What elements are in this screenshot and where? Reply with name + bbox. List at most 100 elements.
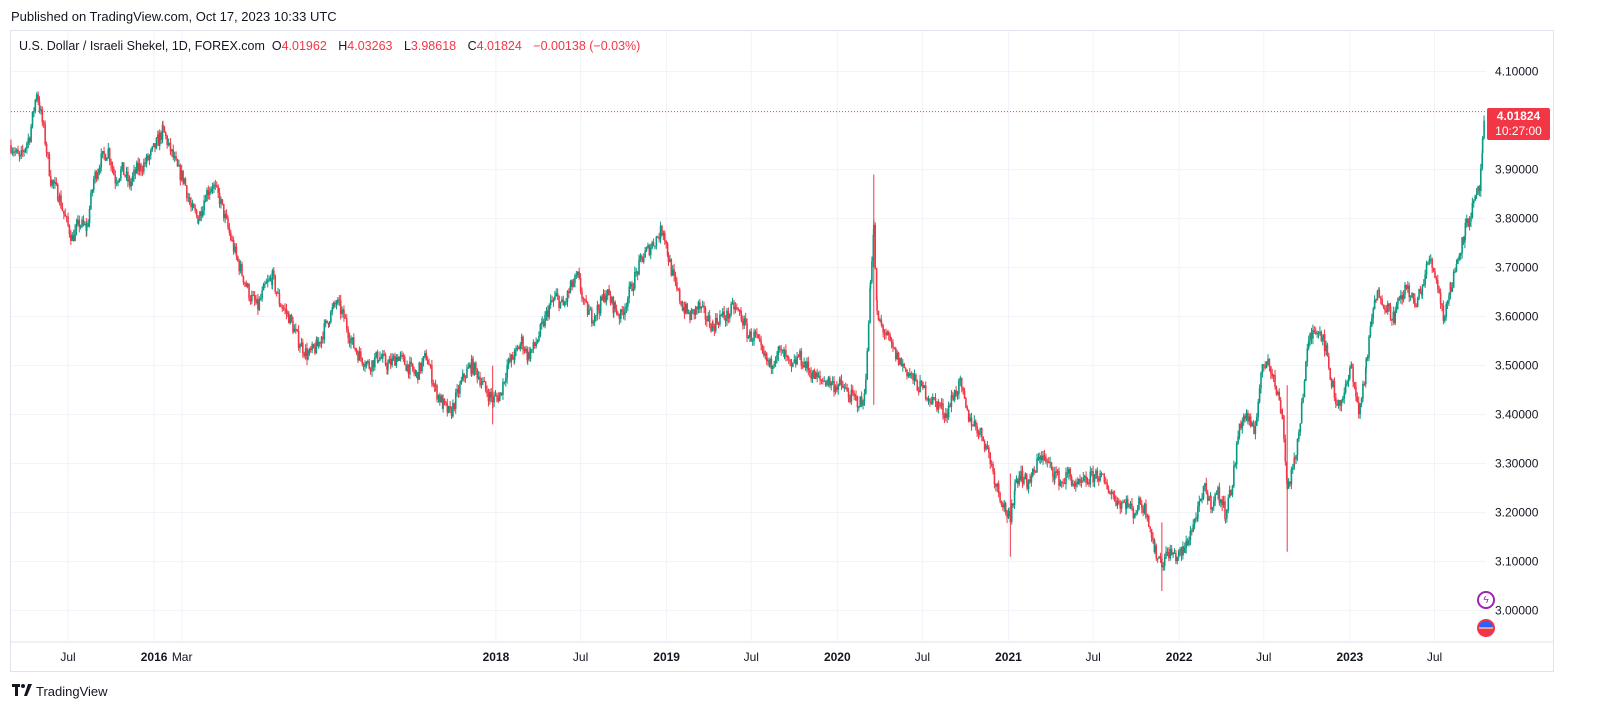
candle-body xyxy=(1193,518,1196,525)
candle-body xyxy=(816,372,819,377)
candle-body xyxy=(716,317,718,324)
candle-body xyxy=(887,331,890,336)
candle-body xyxy=(314,347,316,354)
candle-body xyxy=(665,240,667,244)
candle-body xyxy=(173,156,176,158)
candle-body xyxy=(1115,500,1117,506)
candle-body xyxy=(728,314,731,319)
y-tick-label: 3.20000 xyxy=(1495,506,1539,520)
candle-body xyxy=(690,310,693,321)
candle-body xyxy=(785,350,787,356)
candle-body xyxy=(529,350,532,360)
tradingview-brand[interactable]: TradingView xyxy=(12,683,108,699)
candle-body xyxy=(1185,540,1187,548)
candle-body xyxy=(249,298,252,302)
candle-body xyxy=(763,351,765,356)
candle-body xyxy=(1146,515,1149,518)
candle-body xyxy=(1139,497,1142,505)
candle-body xyxy=(92,179,95,190)
candle-body xyxy=(1360,398,1363,405)
candle-body xyxy=(1159,556,1162,559)
candle-body xyxy=(1226,510,1228,519)
candle-body xyxy=(979,431,981,435)
candle-body xyxy=(1086,482,1089,484)
candle-body xyxy=(418,362,421,380)
candle-body xyxy=(901,363,904,366)
candle-body xyxy=(1393,312,1395,324)
candle-body xyxy=(1065,472,1067,484)
candle-body xyxy=(431,365,433,384)
candle-body xyxy=(605,295,608,302)
candle-body xyxy=(238,260,241,272)
x-tick-label: Jul xyxy=(60,650,75,664)
candle-body xyxy=(258,299,261,310)
candle-body xyxy=(143,162,145,172)
candle-body xyxy=(40,109,42,111)
candle-body xyxy=(1062,482,1064,484)
candle-body xyxy=(103,151,105,155)
candle-body xyxy=(822,380,824,382)
candle-body xyxy=(510,354,513,362)
candle-body xyxy=(1052,467,1054,477)
candle-body xyxy=(446,403,449,413)
candle-body xyxy=(1448,295,1450,302)
candle-body xyxy=(1154,545,1156,553)
candle-body xyxy=(1205,483,1208,493)
candle-body xyxy=(482,381,484,384)
candle-body xyxy=(576,271,579,276)
candle-body xyxy=(1214,494,1216,502)
candle-body xyxy=(437,395,440,400)
candle-body xyxy=(544,314,546,327)
candle-body xyxy=(1422,284,1425,287)
candle-body xyxy=(246,284,249,287)
candle-body xyxy=(733,302,735,310)
candle-body xyxy=(1401,295,1404,300)
candle-body xyxy=(532,341,535,349)
candle-body xyxy=(1389,306,1392,320)
candle-body xyxy=(751,340,754,342)
candle-body xyxy=(237,256,239,261)
candle-body xyxy=(566,291,569,302)
event-badge-icon[interactable]: ϟ xyxy=(1477,591,1495,609)
candle-body xyxy=(182,170,184,183)
candle-body xyxy=(568,291,570,293)
candle-body xyxy=(422,356,425,362)
last-price-value: 4.01824 xyxy=(1496,109,1541,123)
candle-body xyxy=(962,387,964,391)
candle-body xyxy=(801,365,804,368)
candle-body xyxy=(625,306,628,309)
candle-body xyxy=(355,349,358,353)
candle-body xyxy=(183,178,185,183)
candle-body xyxy=(689,312,691,321)
candle-body xyxy=(972,425,974,427)
candle-body xyxy=(175,156,177,160)
candle-body xyxy=(869,288,871,324)
candle-body xyxy=(740,313,743,321)
candle-body xyxy=(176,159,179,167)
candle-body xyxy=(1096,470,1099,479)
candle-body xyxy=(1468,221,1471,227)
candle-body xyxy=(1037,457,1040,459)
candle-body xyxy=(892,342,894,348)
x-tick-label: Jul xyxy=(744,650,759,664)
candle-body xyxy=(1143,503,1146,513)
candle-body xyxy=(558,296,560,308)
candle-body xyxy=(1483,120,1485,138)
candle-body xyxy=(847,391,850,398)
candle-body xyxy=(897,352,900,365)
candle-body xyxy=(561,299,563,302)
candle-body xyxy=(742,320,744,326)
candle-body xyxy=(154,143,156,149)
candle-body xyxy=(188,197,191,203)
candle-body xyxy=(302,342,304,354)
candle-body xyxy=(1429,258,1432,260)
candle-body xyxy=(1158,556,1160,559)
candle-body xyxy=(1135,512,1137,514)
candle-body xyxy=(1414,298,1416,307)
us-flag-icon[interactable] xyxy=(1477,619,1495,637)
candle-body xyxy=(268,279,270,281)
candle-body xyxy=(20,150,23,156)
candle-body xyxy=(601,296,603,300)
candle-body xyxy=(1000,500,1003,505)
